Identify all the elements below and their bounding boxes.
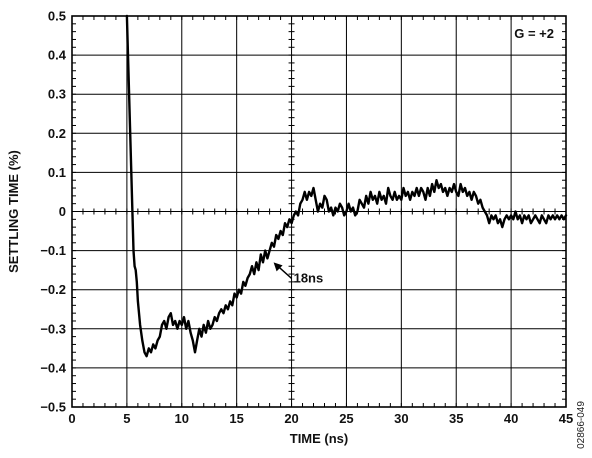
x-tick-label: 30 [394,411,408,426]
y-tick-label: 0.2 [48,126,66,141]
y-tick-labels: 0.5 0.4 0.3 0.2 0.1 0 −0.1 −0.2 −0.3 −0.4 −0.5 [40,9,66,415]
y-axis-title: SETTLING TIME (%) [6,150,21,273]
y-tick-label: 0.1 [48,165,66,180]
x-tick-label: 45 [559,411,573,426]
plot-frame [71,15,567,408]
y-tick-label: −0.1 [40,243,66,258]
y-tick-label: 0.5 [48,9,66,24]
x-tick-label: 15 [229,411,243,426]
y-tick-label: 0 [59,204,66,219]
y-tick-label: −0.5 [40,400,66,415]
gain-label: G = +2 [514,26,554,41]
figure-id: 02866-049 [576,401,587,449]
y-tick-label: 0.3 [48,87,66,102]
annotation-arrowhead [273,262,283,272]
y-tick-label: −0.2 [40,282,66,297]
x-tick-label: 25 [339,411,353,426]
x-tick-label: 5 [123,411,130,426]
annotation-label: 18ns [294,270,324,285]
x-axis-title: TIME (ns) [290,431,349,446]
x-tick-label: 40 [504,411,518,426]
settling-response-line [125,14,568,358]
x-tick-label: 20 [284,411,298,426]
y-tick-label: 0.4 [48,48,67,63]
x-tick-label: 0 [68,411,75,426]
y-tick-label: −0.4 [40,360,66,375]
x-tick-labels: 0 5 10 15 20 25 30 35 40 45 [68,411,573,426]
y-tick-label: −0.3 [40,321,66,336]
x-tick-label: 10 [175,411,189,426]
x-tick-label: 35 [449,411,463,426]
